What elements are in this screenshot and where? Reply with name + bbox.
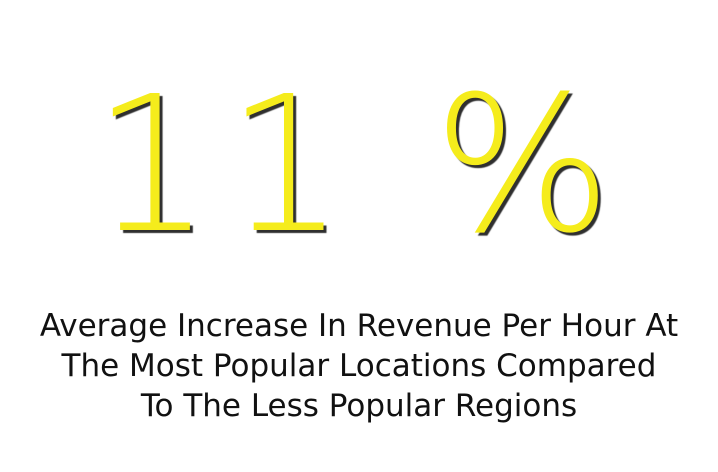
percentage-stat: 11 % — [92, 56, 626, 275]
caption-line-2: The Most Popular Locations Compared — [61, 348, 657, 384]
stat-caption: Average Increase In Revenue Per Hour At … — [0, 306, 718, 426]
caption-line-3: To The Less Popular Regions — [140, 388, 578, 424]
caption-line-1: Average Increase In Revenue Per Hour At — [39, 308, 679, 344]
